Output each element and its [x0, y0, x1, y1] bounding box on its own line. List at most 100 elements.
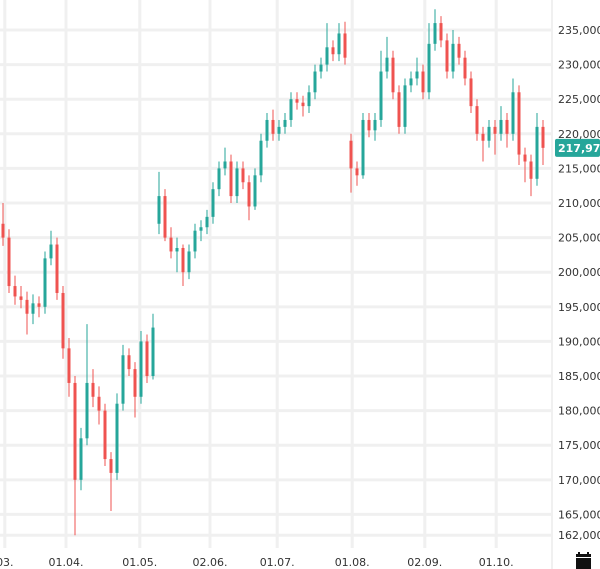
candle-body — [343, 33, 347, 58]
candle-body — [337, 33, 341, 55]
candle — [85, 324, 89, 446]
candle — [421, 64, 425, 100]
candle-body — [259, 140, 263, 176]
candle-body — [325, 47, 329, 65]
candle-body — [217, 168, 221, 190]
candle — [337, 23, 341, 62]
candle-body — [535, 126, 539, 179]
candle — [319, 57, 323, 79]
candle — [361, 113, 365, 179]
candle-body — [361, 119, 365, 176]
candle-body — [97, 396, 101, 411]
candle-body — [403, 85, 407, 127]
y-tick-label: 175,000 — [558, 439, 600, 452]
candle — [163, 189, 167, 242]
candle-body — [61, 292, 65, 349]
y-tick-label: 185,000 — [558, 370, 600, 383]
candle-body — [133, 369, 137, 397]
candle-body — [469, 78, 473, 107]
candle — [511, 78, 515, 141]
candle-body — [169, 237, 173, 252]
candle-body — [151, 327, 155, 377]
candle-body — [271, 119, 275, 134]
x-tick-label: 02.09. — [407, 556, 442, 569]
candle — [283, 113, 287, 134]
candle — [307, 85, 311, 114]
candle-body — [67, 348, 71, 383]
candle-body — [109, 459, 113, 473]
candle — [523, 147, 527, 183]
candle — [379, 50, 383, 127]
candle — [175, 237, 179, 273]
candle-body — [241, 168, 245, 183]
candle — [463, 50, 467, 86]
candle-body — [529, 161, 533, 179]
candle-body — [541, 126, 545, 148]
candle-body — [55, 244, 59, 293]
candle-body — [265, 119, 269, 141]
candle-body — [253, 175, 257, 207]
y-tick-label: 210,000 — [558, 197, 600, 210]
candle — [229, 154, 233, 204]
candle — [277, 119, 281, 141]
candle — [265, 113, 269, 148]
y-tick-label: 170,000 — [558, 474, 600, 487]
x-tick-label: 02.06. — [193, 556, 228, 569]
candle — [331, 40, 335, 62]
candle-body — [127, 355, 131, 370]
candle — [211, 182, 215, 224]
y-tick-label: 225,000 — [558, 93, 600, 106]
candle — [415, 57, 419, 86]
y-tick-label: 180,000 — [558, 405, 600, 418]
candle — [349, 133, 353, 193]
candle — [445, 33, 449, 79]
y-tick-label: 235,000 — [558, 24, 600, 37]
candle — [169, 227, 173, 259]
candle-body — [517, 92, 521, 155]
candle — [181, 244, 185, 287]
candle — [253, 168, 257, 210]
candle-body — [421, 71, 425, 93]
candle-body — [391, 57, 395, 93]
candle-body — [451, 43, 455, 72]
y-axis: 235,000 230,000 225,000 220,000 215,000 210,0… — [558, 24, 600, 542]
candle — [289, 92, 293, 127]
candle — [295, 92, 299, 110]
candle — [103, 403, 107, 466]
candle — [427, 23, 431, 100]
candle — [43, 251, 47, 314]
candle-body — [139, 341, 143, 397]
candle-body — [487, 126, 491, 141]
candle-body — [73, 382, 77, 480]
candle-body — [79, 438, 83, 480]
candle-body — [193, 230, 197, 252]
candle-body — [175, 247, 179, 252]
candle-body — [511, 92, 515, 134]
candle — [259, 133, 263, 183]
candle-body — [367, 119, 371, 131]
y-tick-label: 200,000 — [558, 266, 600, 279]
candle-body — [1, 223, 5, 238]
candle — [133, 362, 137, 418]
candle — [199, 220, 203, 242]
candle — [343, 21, 347, 65]
candle — [439, 16, 443, 48]
candle-body — [115, 403, 119, 473]
candle — [217, 161, 221, 197]
candle-body — [121, 355, 125, 404]
candle — [151, 313, 155, 380]
candle — [517, 85, 521, 165]
candle-body — [307, 92, 311, 107]
candle-body — [223, 161, 227, 169]
calendar-icon[interactable] — [576, 552, 591, 569]
y-tick-label: 165,000 — [558, 508, 600, 521]
candle-body — [505, 119, 509, 134]
y-tick-label: 220,000 — [558, 128, 600, 141]
candle — [325, 23, 329, 72]
candle-body — [331, 47, 335, 55]
candle — [25, 291, 29, 335]
candle-body — [493, 126, 497, 134]
candle — [469, 71, 473, 114]
candle-body — [409, 78, 413, 86]
